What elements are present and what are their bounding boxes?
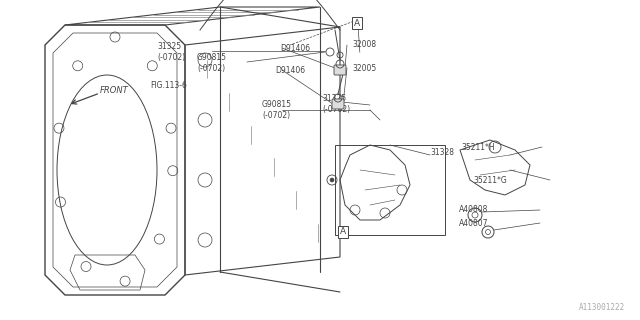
Text: 32005: 32005 <box>352 63 376 73</box>
Text: 35211*G: 35211*G <box>473 175 507 185</box>
Circle shape <box>330 178 334 182</box>
Text: A40807: A40807 <box>459 219 488 228</box>
Text: A: A <box>340 228 346 236</box>
Text: A: A <box>354 19 360 28</box>
FancyBboxPatch shape <box>332 99 344 109</box>
Text: FRONT: FRONT <box>100 85 129 94</box>
Text: A40808: A40808 <box>459 205 488 214</box>
FancyBboxPatch shape <box>334 65 346 75</box>
Text: G90815
(-0702): G90815 (-0702) <box>262 100 292 120</box>
Text: 31325
(-0702): 31325 (-0702) <box>157 42 185 62</box>
Text: 31325
(-0702): 31325 (-0702) <box>322 94 350 114</box>
Text: D91406: D91406 <box>275 66 305 75</box>
Text: A113001222: A113001222 <box>579 303 625 312</box>
Text: D91406: D91406 <box>280 44 310 52</box>
Text: 32008: 32008 <box>352 39 376 49</box>
Text: FIG.113-6: FIG.113-6 <box>150 81 187 90</box>
Text: 31328: 31328 <box>430 148 454 156</box>
Bar <box>335 145 445 235</box>
Text: 35211*H: 35211*H <box>461 142 495 151</box>
Text: G90815
(-0702): G90815 (-0702) <box>197 53 227 73</box>
